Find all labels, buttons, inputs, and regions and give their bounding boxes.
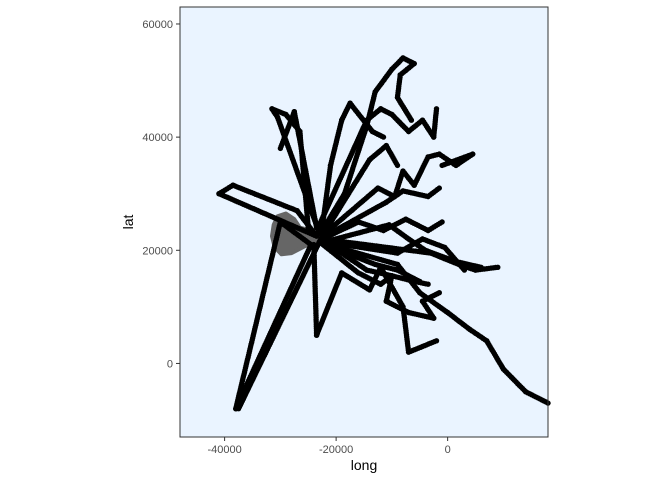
y-tick-label: 0 (167, 358, 173, 370)
data-point (433, 338, 440, 344)
data-point (439, 162, 445, 169)
y-tick-label: 60000 (142, 19, 173, 31)
data-point (380, 134, 387, 140)
data-point (408, 117, 415, 123)
y-tick-label: 20000 (142, 245, 173, 257)
data-point (436, 185, 442, 191)
data-point (305, 225, 311, 231)
data-point (439, 219, 445, 225)
data-point (495, 264, 501, 270)
data-point (277, 145, 284, 152)
panel-border (179, 6, 549, 438)
data-point (433, 106, 440, 112)
x-tick-label: -40000 (207, 444, 241, 456)
x-axis-title: long (351, 457, 377, 473)
y-tick-label: 40000 (142, 132, 173, 144)
y-axis-title: lat (120, 215, 136, 230)
data-point (461, 267, 468, 273)
data-point (436, 290, 442, 296)
x-tick-label: -20000 (319, 444, 353, 456)
data-point (425, 281, 431, 287)
data-point (478, 264, 484, 270)
data-point (394, 162, 401, 169)
data-point (235, 406, 242, 412)
x-tick-label: 0 (445, 444, 451, 456)
